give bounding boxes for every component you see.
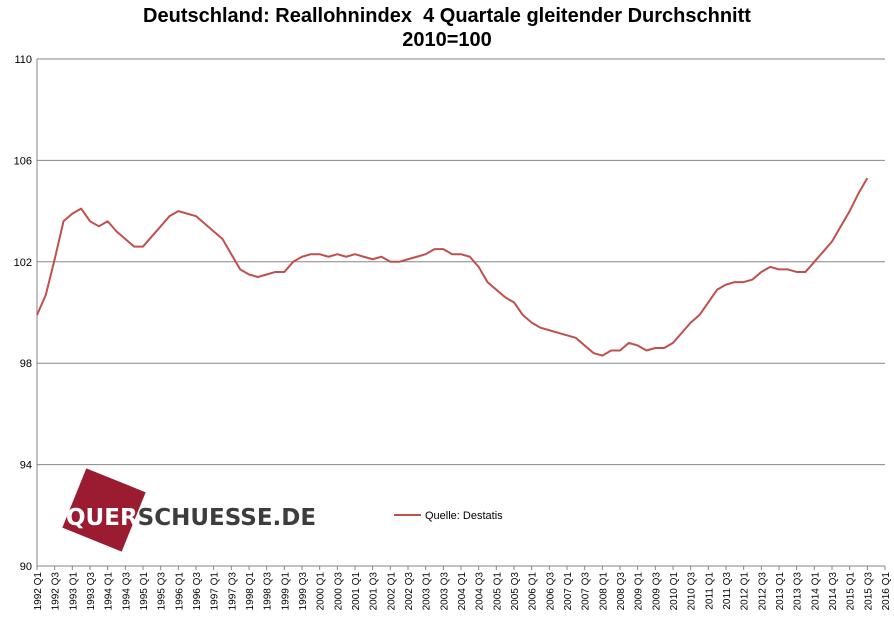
x-tick-label: 2002 Q3 <box>404 572 415 611</box>
x-tick-label: 2008 Q1 <box>598 572 609 611</box>
x-tick-label: 2014 Q3 <box>828 572 839 611</box>
x-tick-label: 2015 Q3 <box>863 572 874 611</box>
x-tick-label: 2010 Q3 <box>687 572 698 611</box>
x-tick-label: 2008 Q3 <box>616 572 627 611</box>
y-tick-label: 106 <box>14 155 32 167</box>
x-tick-label: 2013 Q3 <box>793 572 804 611</box>
y-tick-label: 90 <box>20 561 32 573</box>
x-tick-label: 1995 Q1 <box>139 572 150 611</box>
x-tick-label: 2016 Q1 <box>881 572 892 611</box>
x-tick-label: 2011 Q1 <box>704 572 715 610</box>
y-tick-label: 110 <box>14 54 32 66</box>
x-tick-label: 1996 Q3 <box>192 572 203 611</box>
x-tick-label: 2001 Q1 <box>351 572 362 611</box>
svg-text:QUERSCHUESSE.DE: QUERSCHUESSE.DE <box>66 505 316 531</box>
x-tick-label: 2001 Q3 <box>369 572 380 611</box>
series-line <box>36 177 869 357</box>
x-tick-label: 2009 Q1 <box>634 572 645 611</box>
legend-label: Quelle: Destatis <box>425 510 503 522</box>
x-tick-label: 1998 Q3 <box>263 572 274 611</box>
x-tick-label: 1995 Q3 <box>157 572 168 611</box>
x-tick-label: 2007 Q3 <box>581 572 592 611</box>
x-tick-label: 2013 Q1 <box>775 572 786 611</box>
y-tick-labels: 90 94 98 102 106 110 <box>14 54 32 573</box>
legend: Quelle: Destatis <box>394 510 503 522</box>
x-tick-label: 2006 Q1 <box>528 572 539 611</box>
x-tick-label: 1999 Q3 <box>298 572 309 611</box>
x-tick-label: 2010 Q1 <box>669 572 680 611</box>
series-layer <box>36 177 869 357</box>
x-tick-label: 2003 Q1 <box>422 572 433 611</box>
x-tick-label: 1998 Q1 <box>245 572 256 611</box>
x-tick-label: 2006 Q3 <box>545 572 556 611</box>
x-tick-label: 2015 Q1 <box>846 572 857 611</box>
y-tick-label: 94 <box>20 460 32 472</box>
x-tick-label: 1993 Q3 <box>86 572 97 611</box>
x-tick-label: 2002 Q1 <box>386 572 397 611</box>
x-tick-label: 2011 Q3 <box>722 572 733 610</box>
chart-subtitle: 2010=100 <box>402 29 492 51</box>
watermark-text-part1: QUER <box>66 505 138 531</box>
chart-title-line1: Deutschland: Reallohnindex 4 Quartale gl… <box>143 5 751 27</box>
x-tick-label: 1996 Q1 <box>174 572 185 611</box>
y-tick-label: 102 <box>14 257 32 269</box>
x-tick-label: 2012 Q1 <box>740 572 751 611</box>
x-tick-label: 1997 Q3 <box>227 572 238 611</box>
x-tick-label: 2000 Q3 <box>333 572 344 611</box>
x-tick-label: 1992 Q1 <box>33 572 44 611</box>
x-tick-label: 2012 Q3 <box>757 572 768 611</box>
x-tick-label: 2009 Q3 <box>651 572 662 611</box>
x-tick-label: 2014 Q1 <box>810 572 821 611</box>
x-tick-label: 2004 Q1 <box>457 572 468 611</box>
x-tick-label: 2000 Q1 <box>316 572 327 611</box>
x-tick-label: 1994 Q1 <box>104 572 115 611</box>
chart-title: Deutschland: Reallohnindex 4 Quartale gl… <box>0 4 894 52</box>
x-tick-label: 1994 Q3 <box>121 572 132 611</box>
x-tick-label: 1993 Q1 <box>68 572 79 611</box>
axes <box>36 59 886 570</box>
watermark-text-part2: SCHUESSE.DE <box>138 505 316 531</box>
y-tick-label: 98 <box>20 358 32 370</box>
x-tick-label: 2003 Q3 <box>439 572 450 611</box>
x-tick-label: 1997 Q1 <box>210 572 221 611</box>
x-tick-labels: 1992 Q1 1992 Q3 1993 Q1 1993 Q3 1994 Q1 1994 … <box>33 572 892 611</box>
watermark-logo: QUERSCHUESSE.DE <box>62 468 316 552</box>
x-tick-label: 2004 Q3 <box>475 572 486 611</box>
watermark-box <box>62 468 146 552</box>
x-tick-label: 1992 Q3 <box>51 572 62 611</box>
x-tick-label: 1999 Q1 <box>280 572 291 611</box>
x-tick-label: 2005 Q3 <box>510 572 521 611</box>
x-tick-label: 2005 Q1 <box>492 572 503 611</box>
x-tick-label: 2007 Q1 <box>563 572 574 611</box>
grid-lines <box>37 58 885 466</box>
